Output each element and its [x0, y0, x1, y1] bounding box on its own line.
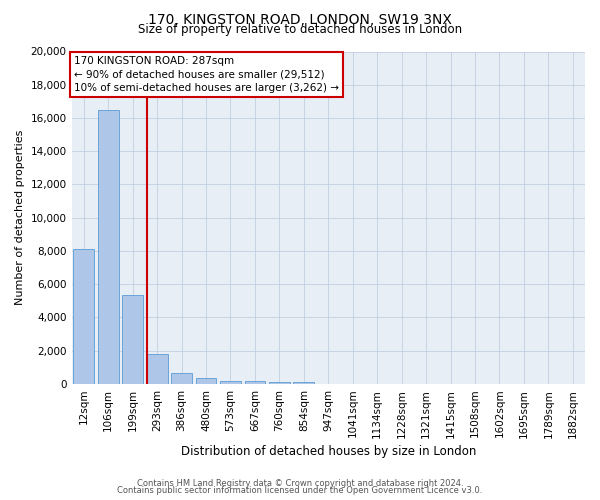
Text: Size of property relative to detached houses in London: Size of property relative to detached ho… [138, 22, 462, 36]
Bar [171, 373, 192, 384]
Text: Contains HM Land Registry data © Crown copyright and database right 2024.: Contains HM Land Registry data © Crown c… [137, 478, 463, 488]
Y-axis label: Number of detached properties: Number of detached properties [15, 130, 25, 306]
Bar [98, 110, 119, 384]
Bar [293, 382, 314, 384]
Bar [269, 382, 290, 384]
Bar [122, 295, 143, 384]
X-axis label: Distribution of detached houses by size in London: Distribution of detached houses by size … [181, 444, 476, 458]
Bar [245, 382, 265, 384]
Text: 170, KINGSTON ROAD, LONDON, SW19 3NX: 170, KINGSTON ROAD, LONDON, SW19 3NX [148, 12, 452, 26]
Text: 170 KINGSTON ROAD: 287sqm
← 90% of detached houses are smaller (29,512)
10% of s: 170 KINGSTON ROAD: 287sqm ← 90% of detac… [74, 56, 339, 93]
Text: Contains public sector information licensed under the Open Government Licence v3: Contains public sector information licen… [118, 486, 482, 495]
Bar [73, 250, 94, 384]
Bar [196, 378, 217, 384]
Bar [147, 354, 167, 384]
Bar [220, 381, 241, 384]
